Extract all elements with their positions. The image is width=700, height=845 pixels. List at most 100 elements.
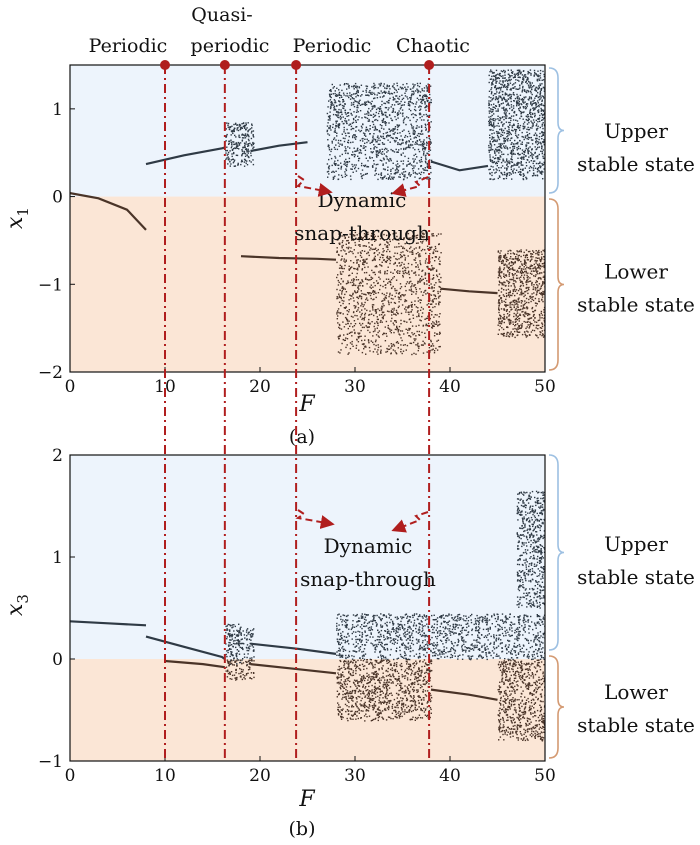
data-point bbox=[396, 168, 398, 171]
data-point bbox=[344, 111, 346, 114]
data-point bbox=[529, 111, 531, 113]
data-point bbox=[508, 161, 510, 164]
data-point bbox=[241, 159, 243, 161]
data-point bbox=[493, 132, 495, 134]
data-point bbox=[327, 106, 329, 108]
data-point bbox=[357, 332, 359, 334]
data-point bbox=[416, 140, 419, 142]
data-point bbox=[535, 74, 538, 76]
data-point bbox=[436, 235, 438, 237]
data-point bbox=[402, 251, 404, 253]
data-point bbox=[522, 306, 524, 308]
data-point bbox=[531, 127, 533, 129]
data-point bbox=[329, 119, 331, 121]
data-point bbox=[492, 106, 494, 108]
data-point bbox=[428, 101, 430, 104]
data-point bbox=[364, 339, 366, 341]
data-point bbox=[504, 253, 507, 256]
data-point bbox=[500, 287, 503, 290]
data-point bbox=[230, 146, 233, 149]
data-point bbox=[353, 85, 355, 87]
data-point bbox=[542, 133, 544, 136]
data-point bbox=[352, 135, 354, 137]
data-point bbox=[537, 328, 539, 330]
data-point bbox=[375, 118, 377, 121]
data-point bbox=[336, 311, 338, 314]
data-point bbox=[359, 311, 361, 313]
data-point bbox=[413, 284, 415, 286]
data-point bbox=[515, 308, 517, 310]
data-point bbox=[358, 237, 360, 240]
data-point bbox=[523, 304, 526, 306]
data-point bbox=[356, 91, 358, 93]
data-point bbox=[538, 263, 541, 265]
data-point bbox=[539, 277, 541, 279]
data-point bbox=[369, 323, 371, 325]
data-point bbox=[366, 297, 368, 299]
data-point bbox=[502, 178, 505, 180]
data-point bbox=[518, 258, 520, 261]
data-point bbox=[516, 147, 518, 149]
data-point bbox=[515, 277, 518, 279]
data-point bbox=[379, 84, 382, 86]
data-point bbox=[498, 259, 500, 262]
data-point bbox=[438, 346, 440, 348]
data-point bbox=[538, 300, 541, 303]
data-point bbox=[341, 120, 343, 123]
data-point bbox=[537, 142, 540, 144]
data-point bbox=[386, 270, 389, 272]
data-point bbox=[512, 300, 514, 302]
data-point bbox=[520, 327, 522, 329]
data-point bbox=[393, 129, 395, 131]
data-point bbox=[419, 105, 421, 107]
data-point bbox=[365, 271, 368, 274]
data-point bbox=[350, 295, 352, 297]
data-point bbox=[371, 152, 373, 154]
data-point bbox=[380, 108, 382, 110]
data-point bbox=[432, 268, 434, 271]
data-point bbox=[392, 133, 394, 135]
data-point bbox=[394, 313, 396, 315]
data-point bbox=[513, 145, 516, 148]
data-point bbox=[420, 173, 422, 176]
data-point bbox=[390, 178, 392, 180]
data-point bbox=[227, 126, 229, 128]
data-point bbox=[434, 314, 436, 316]
data-point bbox=[517, 251, 519, 253]
data-point bbox=[526, 276, 528, 279]
data-point bbox=[525, 108, 527, 110]
data-point bbox=[243, 124, 246, 127]
data-point bbox=[408, 173, 410, 175]
data-point bbox=[370, 297, 372, 300]
data-point bbox=[402, 115, 404, 117]
data-point bbox=[368, 246, 370, 248]
data-point bbox=[426, 144, 428, 146]
data-point bbox=[354, 150, 356, 153]
data-point bbox=[244, 127, 246, 129]
data-point bbox=[372, 107, 374, 109]
data-point bbox=[361, 292, 363, 295]
data-point bbox=[492, 80, 494, 82]
data-point bbox=[391, 111, 393, 113]
data-point bbox=[421, 344, 423, 346]
data-point bbox=[373, 314, 375, 317]
data-point bbox=[387, 300, 390, 302]
data-point bbox=[530, 253, 532, 255]
data-point bbox=[540, 104, 542, 106]
data-point bbox=[239, 632, 241, 634]
data-point bbox=[498, 260, 500, 263]
data-point bbox=[361, 285, 364, 287]
data-point bbox=[410, 97, 412, 99]
data-point bbox=[500, 83, 502, 85]
data-point bbox=[403, 254, 406, 257]
data-point bbox=[413, 154, 415, 157]
data-point bbox=[373, 325, 375, 328]
data-point bbox=[409, 328, 411, 330]
data-point bbox=[491, 82, 493, 84]
data-point bbox=[400, 312, 403, 315]
data-point bbox=[523, 276, 525, 279]
data-point bbox=[344, 175, 346, 178]
data-point bbox=[507, 269, 509, 272]
data-point bbox=[412, 126, 415, 128]
data-point bbox=[370, 114, 373, 116]
